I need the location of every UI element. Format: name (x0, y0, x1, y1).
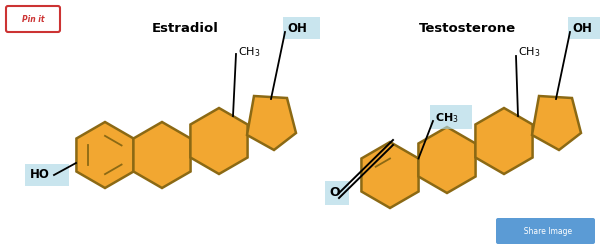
Text: CH$_3$: CH$_3$ (238, 45, 260, 59)
Polygon shape (190, 108, 248, 174)
Text: Pin it: Pin it (22, 14, 44, 24)
FancyBboxPatch shape (283, 17, 320, 39)
Text: OH: OH (572, 22, 592, 35)
FancyBboxPatch shape (430, 105, 472, 129)
Polygon shape (361, 142, 419, 208)
Text: Estradiol: Estradiol (152, 22, 218, 35)
Text: Share Image: Share Image (519, 226, 572, 235)
FancyBboxPatch shape (496, 218, 595, 244)
Polygon shape (475, 108, 533, 174)
FancyBboxPatch shape (568, 17, 600, 39)
Text: HO: HO (30, 168, 50, 181)
Text: CH$_3$: CH$_3$ (518, 45, 541, 59)
Text: O: O (329, 186, 340, 200)
Polygon shape (247, 96, 296, 150)
Polygon shape (76, 122, 134, 188)
Text: CH$_3$: CH$_3$ (435, 111, 459, 125)
Polygon shape (133, 122, 191, 188)
Polygon shape (532, 96, 581, 150)
FancyBboxPatch shape (6, 6, 60, 32)
FancyBboxPatch shape (25, 164, 69, 186)
FancyBboxPatch shape (325, 181, 349, 205)
Text: Testosterone: Testosterone (418, 22, 515, 35)
Polygon shape (418, 127, 476, 193)
Text: OH: OH (287, 22, 307, 35)
